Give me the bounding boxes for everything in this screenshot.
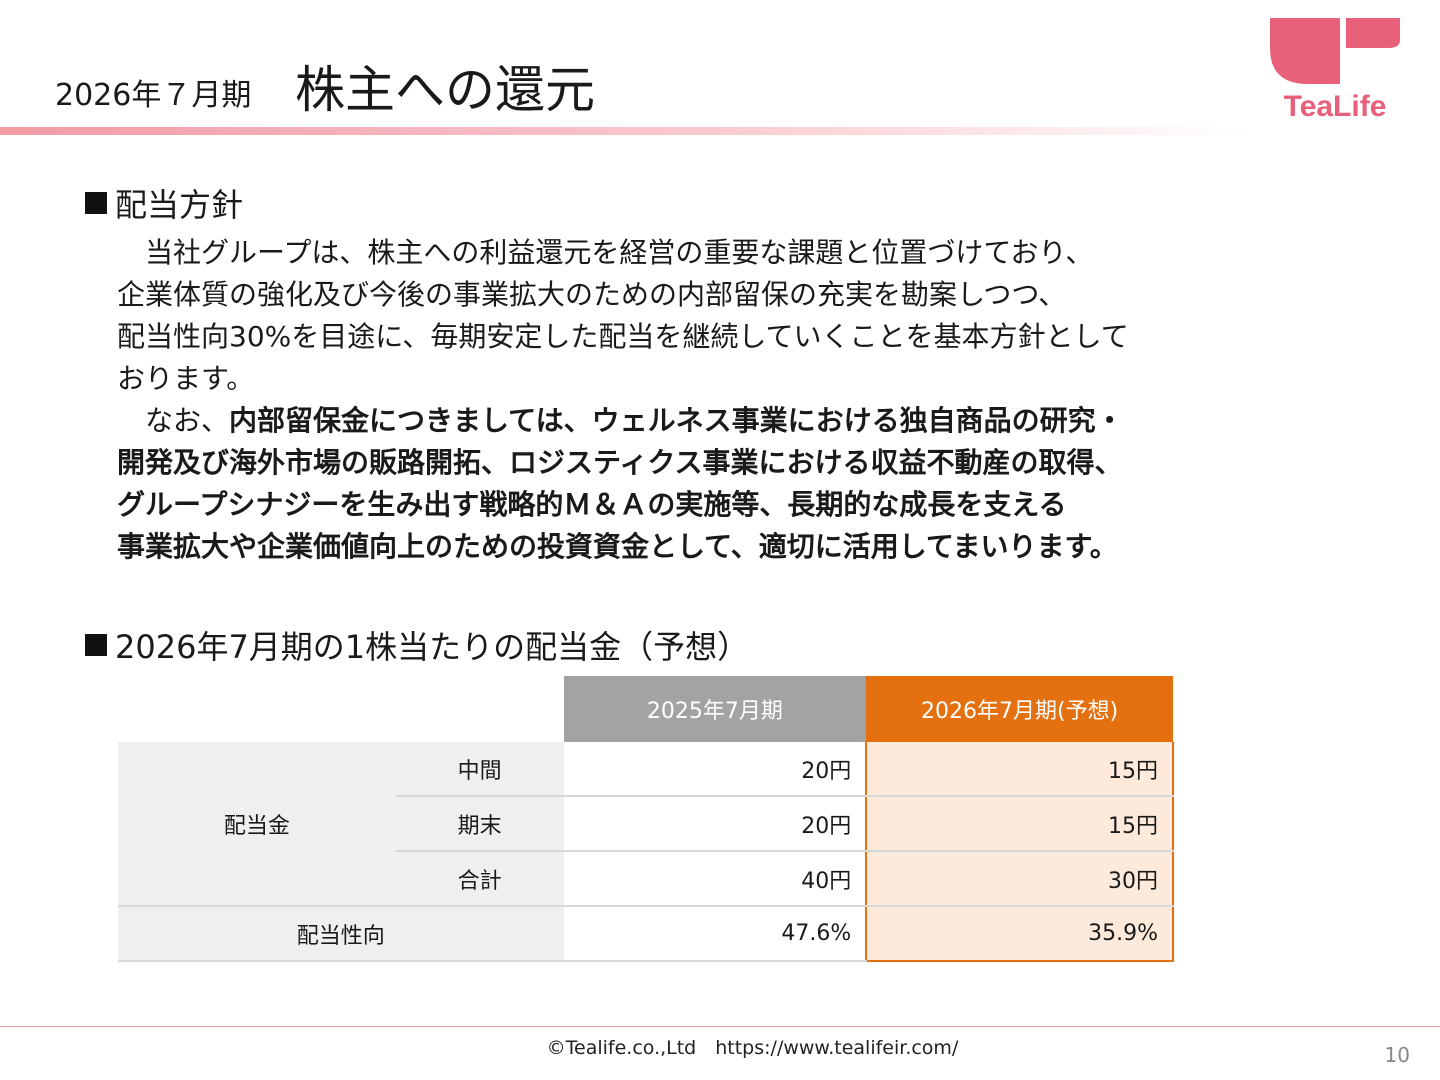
policy-bold-text: 内部留保金につきましては、ウェルネス事業における独自商品の研究・ 開発及び海外市… <box>117 404 1124 563</box>
table-row: 期末 20円 15円 <box>118 796 1174 852</box>
dividend-table: 2025年7月期 2026年7月期(予想) 配当金 中間 20円 15円 期末 … <box>118 676 1174 962</box>
table-header-blank <box>118 676 564 742</box>
value-2025: 40円 <box>563 851 867 907</box>
value-2025: 20円 <box>563 742 867 797</box>
row-label: 合計 <box>395 851 564 907</box>
logo-text: TeaLife <box>1283 90 1387 123</box>
column-header-2025: 2025年7月期 <box>563 676 867 742</box>
header-period: 2026年７月期 <box>55 78 252 113</box>
value-2026: 15円 <box>865 796 1174 852</box>
footer-copyright: ©Tealife.co.,Ltd https://www.tealifeir.c… <box>546 1037 959 1059</box>
dividend-heading-label: 2026年7月期の1株当たりの配当金（予想） <box>115 628 750 666</box>
group-label-dividend: 配当金 <box>118 742 396 907</box>
policy-heading-label: 配当方針 <box>115 186 244 224</box>
company-logo: TeaLife <box>1268 18 1402 128</box>
table-row-payout: 配当性向 47.6% 35.9% <box>118 906 1174 962</box>
table-row: 配当金 中間 20円 15円 <box>118 742 1174 907</box>
table-row: 合計 40円 30円 <box>118 851 1174 907</box>
value-2025: 20円 <box>563 796 867 852</box>
logo-mark-icon <box>1270 18 1400 84</box>
row-label: 期末 <box>395 796 564 852</box>
policy-paragraph: 当社グループは、株主への利益還元を経営の重要な課題と位置づけており、 企業体質の… <box>117 236 1129 437</box>
payout-ratio-label: 配当性向 <box>118 906 564 962</box>
row-label: 中間 <box>395 742 564 797</box>
policy-text: 当社グループは、株主への利益還元を経営の重要な課題と位置づけており、 企業体質の… <box>117 232 1287 568</box>
payout-ratio-2025: 47.6% <box>563 906 867 962</box>
page-title: 株主への還元 <box>295 61 595 119</box>
payout-ratio-2026: 35.9% <box>865 906 1174 962</box>
square-bullet-icon <box>85 634 107 656</box>
header-divider <box>0 127 1250 135</box>
value-2026: 15円 <box>865 742 1174 797</box>
table-header-row: 2025年7月期 2026年7月期(予想) <box>118 676 1173 742</box>
square-bullet-icon <box>85 192 107 214</box>
footer-divider <box>0 1026 1440 1027</box>
column-header-2026: 2026年7月期(予想) <box>866 676 1173 742</box>
value-2026: 30円 <box>865 851 1174 907</box>
dividend-heading: 2026年7月期の1株当たりの配当金（予想） <box>85 622 749 668</box>
policy-heading: 配当方針 <box>85 180 243 226</box>
page-number: 10 <box>1384 1043 1410 1067</box>
